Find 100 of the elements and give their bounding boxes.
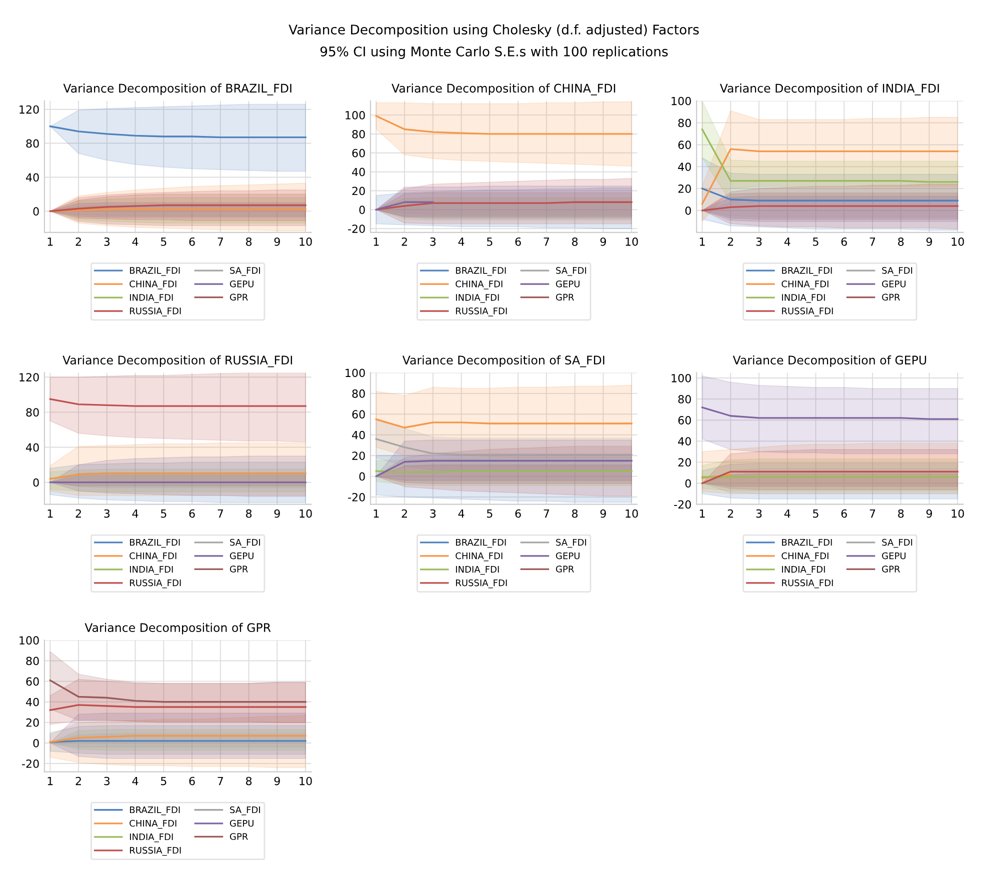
chart-title: Variance Decomposition of BRAZIL_FDI <box>63 84 292 96</box>
x-tick-label: 6 <box>189 776 195 786</box>
legend-label: CHINA_FDI <box>456 280 502 290</box>
chart-title: Variance Decomposition of CHINA_FDI <box>392 84 616 96</box>
x-tick-label: 6 <box>189 237 195 246</box>
x-tick-label: 5 <box>160 509 166 518</box>
x-tick-label: 2 <box>402 509 407 518</box>
legend-label: RUSSIA_FDI <box>456 308 507 316</box>
y-tick-label: 60 <box>352 410 365 419</box>
x-tick-label: 1 <box>374 509 379 518</box>
legend-label: GPR <box>882 294 900 301</box>
legend-label: SA_FDI <box>230 806 260 816</box>
x-tick-label: 10 <box>626 237 638 246</box>
x-tick-label: 8 <box>246 776 252 786</box>
legend-label: BRAZIL_FDI <box>130 806 180 816</box>
legend-label: CHINA_FDI <box>782 280 828 290</box>
y-tick-label: 40 <box>352 430 365 440</box>
x-tick-label: 10 <box>300 237 312 246</box>
x-tick-label: 3 <box>430 237 436 246</box>
y-tick-label: 20 <box>352 186 365 196</box>
legend-label: RUSSIA_FDI <box>456 579 507 588</box>
legend-label: GEPU <box>230 280 254 288</box>
text: Variance Decomposition using Cholesky (d.f. adjusted) Factors <box>288 24 699 38</box>
y-tick-label: 100 <box>346 368 365 378</box>
y-tick-label: 20 <box>352 452 365 460</box>
y-tick-label: 40 <box>352 168 365 176</box>
x-tick-label: 8 <box>246 509 252 518</box>
y-tick-label: -20 <box>22 760 39 768</box>
x-tick-label: 1 <box>700 238 705 246</box>
y-tick-label: 80 <box>352 389 365 398</box>
x-tick-label: 5 <box>487 509 492 518</box>
x-tick-label: 5 <box>160 238 166 246</box>
chart-title: Variance Decomposition of RUSSIA_FDI <box>62 355 292 368</box>
chart-title: Variance Decomposition of GEPU <box>732 355 926 367</box>
legend-label: INDIA_FDI <box>456 566 499 575</box>
y-tick-label: 80 <box>26 408 39 417</box>
y-tick-label: 40 <box>26 173 39 182</box>
legend-label: SA_FDI <box>556 538 586 548</box>
x-tick-label: 3 <box>756 237 762 246</box>
legend-label: GPR <box>556 566 574 572</box>
x-tick-label: 8 <box>898 237 904 246</box>
legend-label: GPR <box>882 566 900 572</box>
x-tick-label: 3 <box>104 776 110 786</box>
y-tick-label: 0 <box>359 206 365 214</box>
legend-label: BRAZIL_FDI <box>456 267 506 276</box>
x-tick-label: 2 <box>76 237 81 246</box>
y-tick-label: 20 <box>26 718 39 727</box>
legend-label: GPR <box>230 833 248 840</box>
y-tick-label: 40 <box>678 437 691 446</box>
x-tick-label: 6 <box>841 509 847 518</box>
y-tick-label: 100 <box>346 111 365 120</box>
x-tick-label: 9 <box>600 237 606 246</box>
legend-label: RUSSIA_FDI <box>782 308 833 316</box>
legend-label: INDIA_FDI <box>130 566 173 575</box>
legend-label: GEPU <box>230 820 254 827</box>
y-tick-label: -20 <box>674 500 691 509</box>
x-tick-label: 2 <box>402 237 407 246</box>
x-tick-label: 9 <box>926 237 932 246</box>
legend-label: GEPU <box>882 552 906 560</box>
x-tick-label: 5 <box>160 776 166 786</box>
x-tick-label: 3 <box>104 237 110 246</box>
y-tick-label: 60 <box>352 148 365 158</box>
y-tick-label: 0 <box>33 478 39 487</box>
x-tick-label: 3 <box>756 509 762 518</box>
y-tick-label: 0 <box>685 206 691 215</box>
y-tick-label: 20 <box>678 184 691 193</box>
legend-label: CHINA_FDI <box>130 820 176 829</box>
x-tick-label: 2 <box>76 776 81 786</box>
legend-label: CHINA_FDI <box>782 552 828 562</box>
x-tick-label: 4 <box>784 238 790 246</box>
y-tick-label: 100 <box>672 374 691 382</box>
x-tick-label: 7 <box>218 776 223 786</box>
x-tick-label: 9 <box>274 509 280 518</box>
legend-label: SA_FDI <box>556 267 586 276</box>
x-tick-label: 7 <box>218 509 223 518</box>
legend-label: GEPU <box>556 552 580 560</box>
legend-label: SA_FDI <box>882 538 912 548</box>
y-tick-label: 120 <box>20 373 39 382</box>
y-tick-label: -20 <box>348 493 365 502</box>
x-tick-label: 7 <box>870 238 876 246</box>
x-tick-label: 6 <box>189 509 195 518</box>
legend-label: RUSSIA_FDI <box>130 579 181 588</box>
x-tick-label: 6 <box>515 509 521 518</box>
legend-label: RUSSIA_FDI <box>130 846 181 856</box>
y-tick-label: 40 <box>678 162 691 172</box>
legend-label: SA_FDI <box>230 538 260 548</box>
x-tick-label: 9 <box>274 776 280 786</box>
x-tick-label: 3 <box>104 509 110 518</box>
x-tick-label: 4 <box>132 238 138 246</box>
x-tick-label: 7 <box>544 238 550 246</box>
y-tick-label: 40 <box>26 443 39 452</box>
legend-label: GPR <box>556 294 574 301</box>
x-tick-label: 10 <box>952 509 964 518</box>
x-tick-label: 7 <box>218 238 223 246</box>
x-tick-label: 8 <box>898 509 904 518</box>
x-tick-label: 10 <box>952 237 964 246</box>
x-tick-label: 5 <box>487 238 492 246</box>
x-tick-label: 4 <box>458 509 464 518</box>
y-tick-label: 80 <box>352 130 365 138</box>
legend-label: INDIA_FDI <box>130 294 173 303</box>
